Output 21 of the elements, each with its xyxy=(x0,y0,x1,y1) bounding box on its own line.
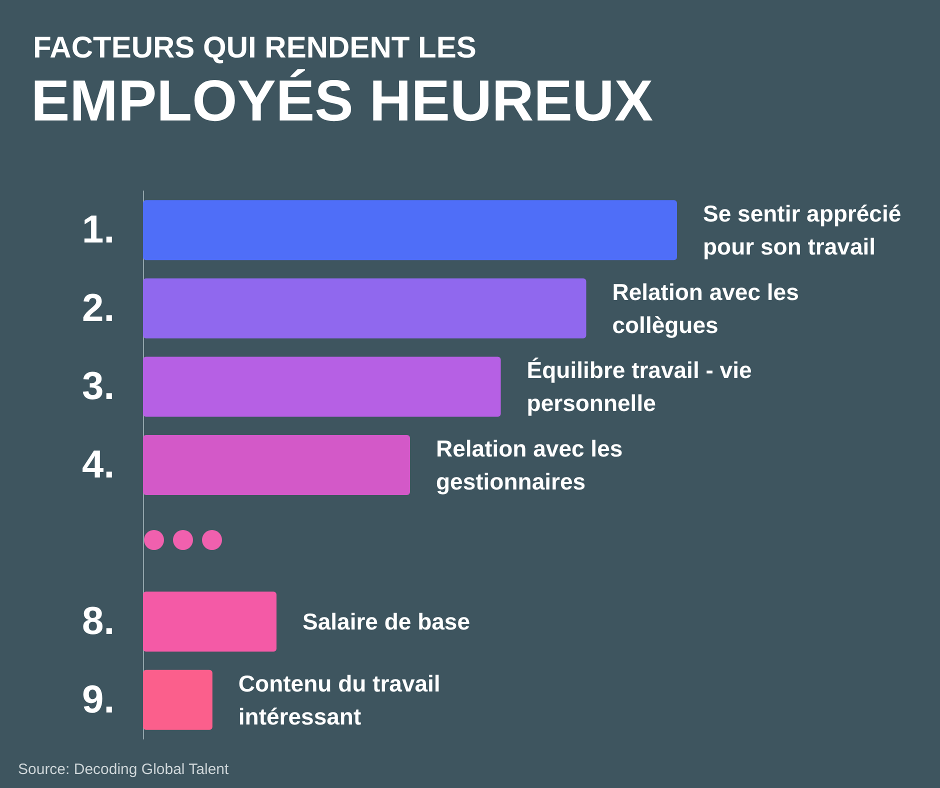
y-tick-label: 8. xyxy=(82,600,115,644)
y-tick-label: 9. xyxy=(82,678,115,722)
annotation: Salaire de base xyxy=(302,608,470,635)
y-tick-label: 1. xyxy=(82,208,115,252)
chart-subtitle: FACTEURS QUI RENDENT LES xyxy=(33,32,476,64)
annotation: Équilibre travail - vie personnelle xyxy=(526,357,758,416)
annotation: Relation avec les gestionnaires xyxy=(436,436,630,494)
bar xyxy=(143,356,501,417)
annotation: Contenu du travail intéressant xyxy=(238,670,447,730)
source-note: Source: Decoding Global Talent xyxy=(18,761,230,778)
chart-title: EMPLOYÉS HEUREUX xyxy=(31,68,654,134)
bar xyxy=(143,435,410,495)
annotation: Se sentir apprécié pour son travail xyxy=(703,200,908,260)
bar xyxy=(143,278,586,338)
y-tick-label: 3. xyxy=(82,365,115,408)
bar xyxy=(143,670,212,730)
y-tick-label: 4. xyxy=(82,444,115,486)
bar xyxy=(143,592,276,652)
y-tick-label: 2. xyxy=(82,286,115,330)
annotation: Relation avec les collègues xyxy=(612,278,806,338)
bar xyxy=(143,200,677,260)
